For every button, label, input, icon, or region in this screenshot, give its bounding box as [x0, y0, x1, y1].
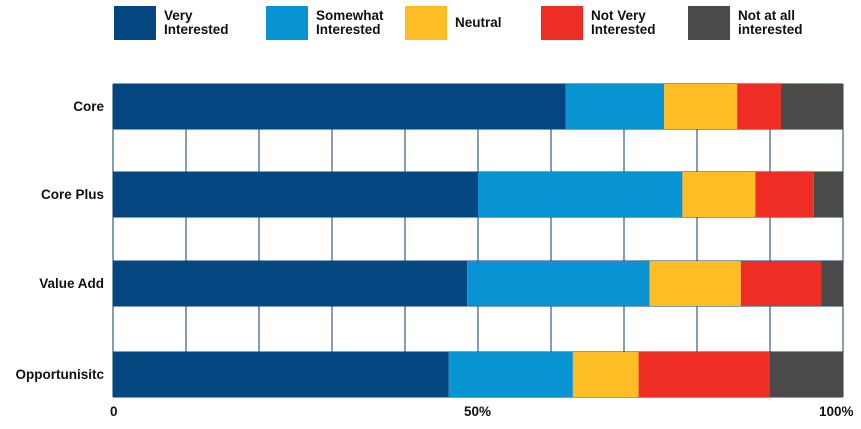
category-label: Core — [73, 98, 104, 114]
legend-label-very-interested: Very Interested — [164, 8, 229, 37]
category-label: Opportunisitc — [15, 366, 105, 382]
bar-segment — [638, 352, 770, 397]
legend-swatch-not-very-interested — [541, 6, 583, 40]
legend-swatch-very-interested — [114, 6, 156, 40]
legend-label-somewhat-interested: Somewhat Interested — [316, 8, 384, 37]
bar-segment — [737, 84, 781, 129]
legend-item-somewhat-interested: Somewhat Interested — [266, 6, 384, 40]
bar-segment — [770, 352, 843, 397]
bar-segment — [813, 172, 843, 217]
legend-item-not-at-all-interested: Not at all interested — [688, 6, 803, 40]
legend-swatch-neutral — [405, 6, 447, 40]
bar-segment — [113, 172, 478, 217]
x-tick-label: 50% — [464, 404, 492, 419]
bar-segment — [780, 84, 843, 129]
bar-segment — [682, 172, 756, 217]
bar-segment — [478, 172, 683, 217]
legend-swatch-not-at-all-interested — [688, 6, 730, 40]
legend-item-very-interested: Very Interested — [114, 6, 229, 40]
bar-segment — [113, 261, 468, 306]
legend-swatch-somewhat-interested — [266, 6, 308, 40]
legend-item-not-very-interested: Not Very Interested — [541, 6, 656, 40]
bar-segment — [572, 352, 639, 397]
x-tick-label: 0 — [110, 404, 118, 419]
bar-segment — [664, 84, 738, 129]
bar-segment — [740, 261, 822, 306]
legend: Very Interested Somewhat Interested Neut… — [0, 6, 861, 46]
bar-segment — [755, 172, 814, 217]
category-label: Value Add — [39, 275, 104, 291]
category-label: Core Plus — [40, 186, 104, 202]
legend-label-neutral: Neutral — [455, 15, 502, 30]
bar-segment — [821, 261, 843, 306]
x-tick-label: 100% — [819, 404, 854, 419]
bar-segment — [113, 352, 449, 397]
bar-segment — [448, 352, 573, 397]
bar-segment — [649, 261, 741, 306]
bar-segment — [565, 84, 665, 129]
legend-item-neutral: Neutral — [405, 6, 502, 40]
legend-label-not-very-interested: Not Very Interested — [591, 8, 656, 37]
bar-segment — [467, 261, 650, 306]
bar-segment — [113, 84, 566, 129]
grid — [112, 83, 844, 398]
legend-label-not-at-all-interested: Not at all interested — [738, 8, 803, 37]
